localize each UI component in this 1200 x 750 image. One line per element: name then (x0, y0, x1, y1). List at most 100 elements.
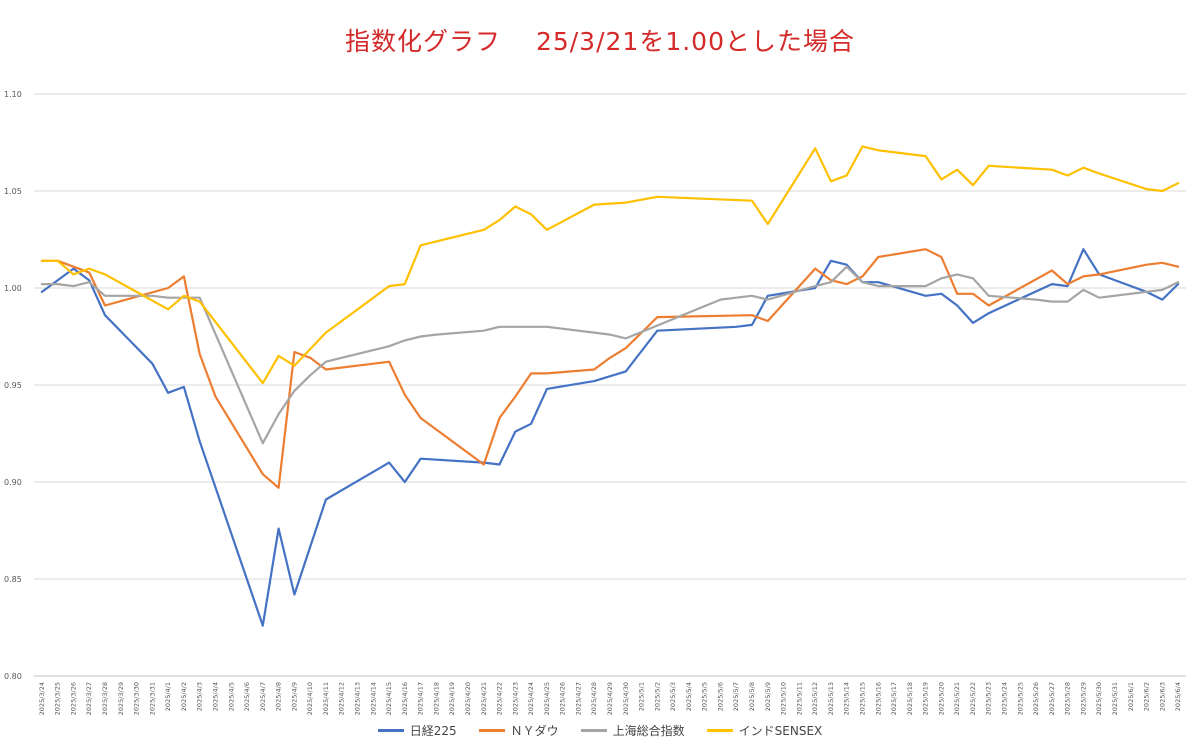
x-tick-label: 2025/4/4 (211, 682, 219, 711)
x-tick-label: 2025/3/30 (133, 682, 141, 715)
y-tick-label: 0.90 (4, 478, 22, 487)
x-tick-label: 2025/4/26 (559, 682, 567, 715)
x-tick-label: 2025/5/18 (906, 682, 914, 715)
x-tick-label: 2025/4/22 (496, 682, 504, 715)
x-tick-label: 2025/6/2 (1143, 682, 1151, 711)
x-tick-label: 2025/5/20 (937, 682, 945, 715)
x-tick-label: 2025/4/10 (306, 682, 314, 715)
x-tick-label: 2025/5/25 (1016, 682, 1024, 715)
x-tick-label: 2025/5/21 (953, 682, 961, 715)
legend-label: インドSENSEX (738, 724, 823, 738)
x-tick-label: 2025/4/19 (448, 682, 456, 715)
legend-swatch (706, 729, 733, 732)
x-tick-label: 2025/4/28 (590, 682, 598, 715)
x-tick-label: 2025/5/17 (890, 682, 898, 715)
x-tick-label: 2025/3/29 (117, 682, 125, 715)
x-tick-label: 2025/5/4 (685, 682, 693, 711)
x-tick-label: 2025/4/29 (606, 682, 614, 715)
legend-swatch (580, 729, 607, 732)
x-tick-label: 2025/5/7 (732, 682, 740, 711)
x-tick-label: 2025/4/14 (369, 682, 377, 715)
x-tick-label: 2025/4/9 (290, 682, 298, 711)
x-tick-label: 2025/5/8 (748, 682, 756, 711)
x-tick-label: 2025/5/24 (1001, 682, 1009, 715)
x-tick-label: 2025/3/25 (54, 682, 62, 715)
series-line-2 (40, 265, 1180, 445)
x-tick-label: 2025/4/30 (622, 682, 630, 715)
x-tick-label: 2025/5/5 (701, 682, 709, 711)
x-tick-label: 2025/5/2 (653, 682, 661, 711)
x-tick-label: 2025/6/4 (1174, 682, 1182, 711)
x-tick-label: 2025/3/26 (69, 682, 77, 715)
x-tick-label: 2025/5/26 (1032, 682, 1040, 715)
x-tick-label: 2025/5/15 (858, 682, 866, 715)
x-tick-label: 2025/3/28 (101, 682, 109, 715)
y-tick-label: 0.85 (4, 575, 22, 584)
x-tick-label: 2025/4/8 (275, 682, 283, 711)
y-tick-label: 0.95 (4, 381, 22, 390)
x-tick-label: 2025/5/23 (985, 682, 993, 715)
x-tick-label: 2025/5/31 (1111, 682, 1119, 715)
x-tick-label: 2025/5/28 (1064, 682, 1072, 715)
y-tick-label: 1.05 (4, 187, 22, 196)
x-tick-label: 2025/5/3 (669, 682, 677, 711)
x-tick-label: 2025/5/22 (969, 682, 977, 715)
x-tick-label: 2025/3/24 (38, 682, 46, 715)
x-tick-label: 2025/5/29 (1079, 682, 1087, 715)
legend-item: インドSENSEX (706, 722, 823, 739)
y-axis-ticks: 0.80 0.85 0.90 0.95 1.00 1.05 1.10 (4, 90, 22, 681)
x-tick-label: 2025/6/1 (1127, 682, 1135, 711)
x-tick-label: 2025/5/12 (811, 682, 819, 715)
x-tick-label: 2025/4/16 (401, 682, 409, 715)
x-tick-label: 2025/5/10 (780, 682, 788, 715)
legend-item: ＮＹダウ (478, 722, 559, 739)
x-tick-label: 2025/4/12 (338, 682, 346, 715)
x-tick-label: 2025/5/13 (827, 682, 835, 715)
series-line-0 (40, 248, 1180, 627)
x-tick-label: 2025/5/30 (1095, 682, 1103, 715)
x-tick-label: 2025/5/27 (1048, 682, 1056, 715)
x-axis-ticks: 2025/3/24 2025/3/25 2025/3/26 2025/3/27 2025… (38, 682, 1182, 715)
x-tick-label: 2025/4/6 (243, 682, 251, 711)
x-tick-label: 2025/4/11 (322, 682, 330, 715)
legend-label: ＮＹダウ (510, 724, 559, 738)
x-tick-label: 2025/4/23 (511, 682, 519, 715)
x-tick-label: 2025/4/21 (480, 682, 488, 715)
legend-swatch (377, 729, 404, 732)
x-tick-label: 2025/4/20 (464, 682, 472, 715)
y-tick-label: 1.00 (4, 284, 22, 293)
x-tick-label: 2025/4/3 (196, 682, 204, 711)
x-tick-label: 2025/4/7 (259, 682, 267, 711)
series-lines (40, 145, 1180, 627)
legend-item: 日経225 (377, 722, 457, 739)
x-tick-label: 2025/5/19 (922, 682, 930, 715)
x-tick-label: 2025/4/24 (527, 682, 535, 715)
legend-label: 日経225 (409, 724, 457, 738)
legend-swatch (478, 729, 505, 732)
x-tick-label: 2025/6/3 (1158, 682, 1166, 711)
y-tick-label: 1.10 (4, 90, 22, 99)
series-line-1 (40, 248, 1180, 489)
x-tick-label: 2025/3/31 (148, 682, 156, 715)
x-tick-label: 2025/4/2 (180, 682, 188, 711)
x-tick-label: 2025/5/14 (843, 682, 851, 715)
x-tick-label: 2025/4/25 (543, 682, 551, 715)
x-tick-label: 2025/3/27 (85, 682, 93, 715)
legend-label: 上海総合指数 (612, 724, 685, 738)
x-tick-label: 2025/4/1 (164, 682, 172, 711)
x-tick-label: 2025/5/16 (874, 682, 882, 715)
x-tick-label: 2025/4/18 (432, 682, 440, 715)
x-tick-label: 2025/5/6 (716, 682, 724, 711)
y-tick-label: 0.80 (4, 672, 22, 681)
grid-lines (34, 93, 1186, 677)
x-tick-label: 2025/4/13 (354, 682, 362, 715)
chart-title: 指数化グラフ 25/3/21を1.00とした場合 (345, 27, 855, 56)
x-tick-label: 2025/4/5 (227, 682, 235, 711)
x-tick-label: 2025/5/9 (764, 682, 772, 711)
series-line-3 (40, 145, 1180, 385)
x-tick-label: 2025/4/27 (574, 682, 582, 715)
x-tick-label: 2025/4/15 (385, 682, 393, 715)
x-tick-label: 2025/5/11 (795, 682, 803, 715)
legend: 日経225 ＮＹダウ 上海総合指数 インドSENSEX (0, 722, 1200, 739)
